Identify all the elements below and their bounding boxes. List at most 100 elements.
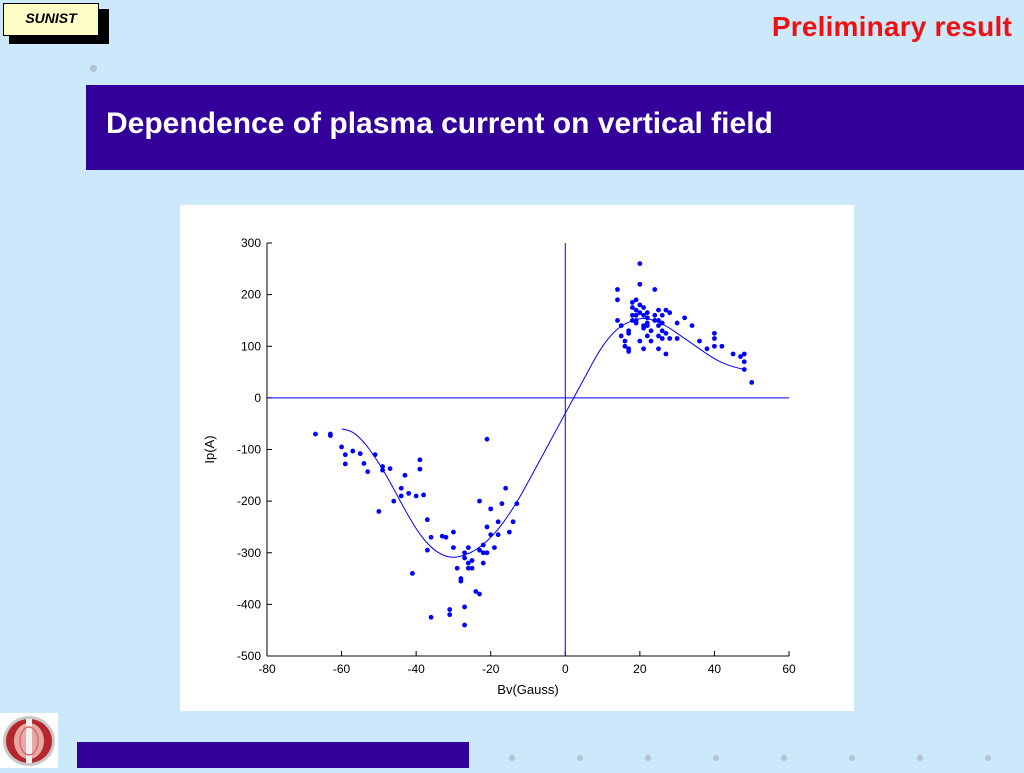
data-point	[428, 614, 434, 620]
data-point	[615, 287, 620, 292]
data-point	[410, 571, 415, 576]
footer-dot	[713, 755, 719, 761]
data-point	[421, 492, 426, 498]
data-point	[465, 565, 471, 571]
data-point	[730, 351, 736, 357]
data-point	[656, 307, 661, 313]
data-point	[641, 305, 646, 310]
y-tick-label: 200	[241, 288, 261, 302]
data-point	[510, 519, 516, 525]
data-point	[741, 367, 747, 372]
data-point	[741, 359, 747, 365]
data-point	[439, 533, 445, 539]
data-point	[424, 517, 430, 523]
data-point	[652, 312, 658, 318]
data-point	[473, 589, 479, 594]
data-point	[652, 318, 658, 323]
data-point	[659, 336, 665, 341]
data-point	[514, 501, 520, 507]
footer-dot	[781, 755, 787, 761]
data-point	[495, 532, 501, 538]
data-point	[633, 318, 639, 323]
y-tick-label: 0	[254, 391, 261, 405]
data-point	[689, 323, 695, 328]
sunist-badge: SUNIST	[3, 3, 99, 36]
data-point	[447, 607, 453, 612]
footer-dot	[577, 755, 583, 761]
data-point	[342, 461, 348, 467]
data-point	[622, 338, 628, 344]
data-point	[738, 354, 743, 359]
y-tick-label: 300	[241, 236, 261, 250]
data-point	[361, 461, 367, 466]
data-point	[339, 444, 344, 450]
data-point	[622, 343, 628, 349]
data-point	[712, 336, 717, 341]
data-point	[618, 333, 624, 339]
data-point	[712, 343, 717, 349]
data-point	[637, 281, 643, 287]
data-point	[484, 550, 490, 556]
y-tick-label: -500	[237, 649, 261, 663]
data-point	[633, 307, 639, 313]
data-point	[469, 558, 475, 563]
data-point	[488, 532, 494, 538]
data-point	[663, 307, 669, 313]
data-point	[387, 466, 393, 472]
data-point	[458, 576, 464, 581]
y-tick-label: -400	[237, 597, 261, 611]
x-tick-label: 0	[562, 662, 569, 676]
data-point	[372, 452, 378, 458]
data-point	[637, 261, 643, 267]
data-point	[477, 498, 482, 504]
data-point	[659, 312, 665, 318]
data-point	[659, 328, 665, 334]
data-point	[462, 604, 468, 610]
data-point	[674, 320, 680, 326]
data-point	[447, 612, 453, 618]
data-point	[380, 467, 385, 473]
slide-title: Dependence of plasma current on vertical…	[106, 107, 773, 140]
data-point	[667, 310, 673, 316]
data-point	[644, 333, 650, 339]
x-tick-label: 60	[782, 662, 796, 676]
data-point	[480, 542, 486, 548]
x-tick-label: -20	[482, 662, 500, 676]
data-point	[682, 315, 687, 321]
data-point	[637, 338, 643, 344]
data-point	[503, 485, 509, 491]
data-point	[443, 534, 449, 540]
data-point	[492, 545, 497, 550]
data-point	[674, 336, 680, 341]
data-point	[712, 330, 717, 336]
data-point	[719, 343, 725, 349]
data-point	[398, 493, 404, 499]
x-tick-label: -40	[407, 662, 425, 676]
status-label: Preliminary result	[771, 11, 1012, 42]
data-point	[656, 323, 661, 328]
title-bar: Dependence of plasma current on vertical…	[86, 85, 1024, 170]
data-point	[313, 431, 318, 437]
data-point	[630, 305, 635, 310]
data-point	[488, 506, 494, 512]
data-point	[697, 338, 702, 344]
footer-dot	[849, 755, 855, 761]
y-tick-label: -100	[237, 443, 261, 457]
footer-bar	[77, 742, 469, 768]
data-point	[637, 310, 643, 316]
footer-dot	[509, 755, 515, 761]
data-point	[644, 315, 650, 321]
data-point	[648, 328, 654, 334]
data-point	[641, 325, 646, 331]
chart-panel: -80 -60 -40 -20 0 20 40 60 300 200 100 0 -100 -200 -30…	[180, 205, 854, 711]
data-point	[499, 501, 505, 507]
y-tick-label: -300	[237, 546, 261, 560]
data-point	[637, 302, 643, 308]
data-point	[406, 490, 412, 496]
data-point	[644, 323, 650, 328]
data-point	[402, 472, 408, 478]
data-point	[484, 524, 490, 530]
data-point	[398, 485, 404, 491]
data-point	[417, 466, 423, 472]
data-point	[424, 547, 430, 553]
